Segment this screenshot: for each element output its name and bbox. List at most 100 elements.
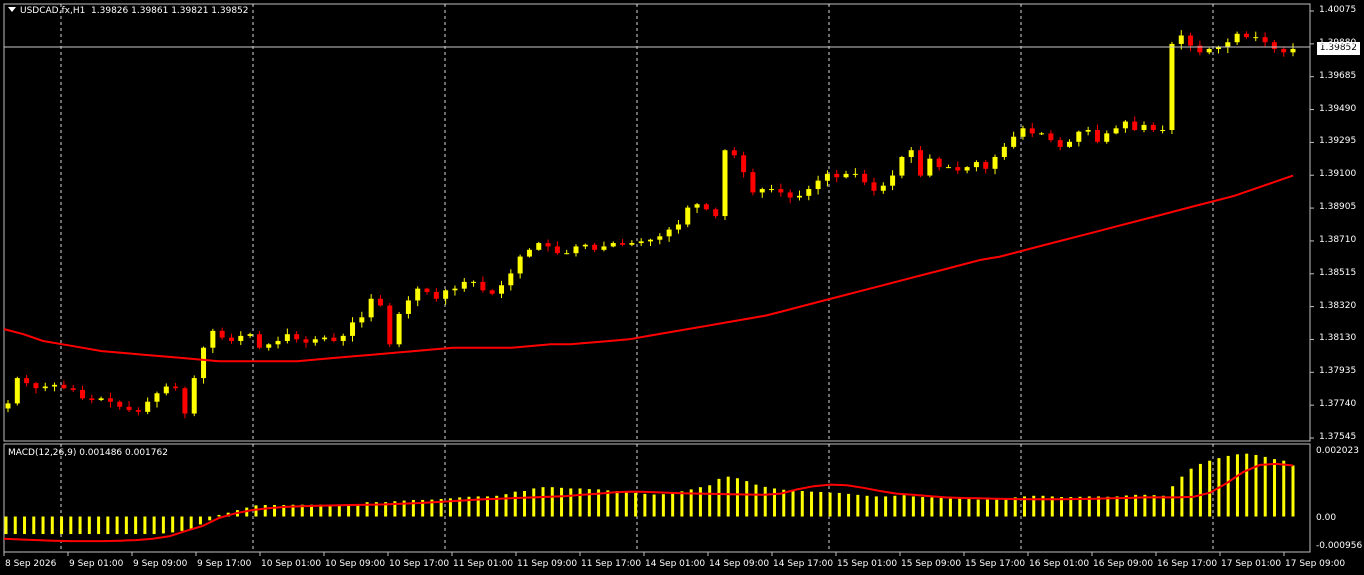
candle-body [638, 241, 644, 244]
dropdown-arrow-icon[interactable] [8, 7, 16, 12]
candle-body [42, 386, 48, 389]
candle-body [443, 290, 449, 299]
candle-body [1271, 42, 1277, 49]
macd-histogram-bar [615, 491, 619, 517]
macd-histogram-bar [374, 502, 378, 517]
macd-histogram-bar [550, 487, 554, 517]
macd-histogram-bar [328, 505, 332, 517]
macd-histogram-bar [597, 489, 601, 517]
macd-histogram-bar [1115, 496, 1119, 517]
candle-body [750, 172, 756, 193]
candle-body [657, 236, 663, 240]
moving-average-line [3, 174, 1294, 363]
macd-histogram-bar [726, 476, 730, 517]
macd-histogram-bar [819, 491, 823, 517]
time-tick-label: 15 Sep 01:00 [837, 559, 898, 569]
macd-histogram-bar [189, 516, 193, 530]
macd-histogram-bar [643, 493, 647, 517]
price-tick-label: 1.37740 [1319, 399, 1357, 410]
candle-body [769, 189, 775, 191]
macd-histogram-bar [698, 487, 702, 517]
macd-title: MACD(12,26,9) 0.001486 0.001762 [8, 448, 168, 458]
macd-histogram-bar [930, 497, 934, 517]
candle-body [1188, 35, 1194, 46]
macd-histogram-bar [337, 505, 341, 517]
macd-histogram-bar [115, 516, 119, 535]
macd-histogram-bar [97, 516, 101, 535]
macd-histogram-bar [134, 516, 138, 535]
candle-body [973, 162, 979, 168]
macd-histogram-bar [847, 493, 851, 517]
candle-body [415, 288, 421, 301]
macd-histogram-bar [319, 504, 323, 517]
macd-histogram-bar [476, 496, 480, 517]
candle-body [61, 384, 67, 389]
price-tick-label: 1.38710 [1319, 234, 1357, 245]
candle-body [955, 167, 961, 171]
macd-histogram-bar [578, 488, 582, 517]
candle-body [862, 173, 868, 183]
candle-body [1048, 133, 1054, 141]
main-panel-frame [3, 3, 1311, 442]
candle-body [1243, 33, 1249, 38]
macd-histogram-bar [143, 516, 147, 535]
macd-histogram-bar [606, 490, 610, 517]
main-chart-title: USDCAD.fx,H1 1.39826 1.39861 1.39821 1.3… [8, 6, 249, 17]
candle-body [228, 337, 234, 341]
candle-body [256, 334, 262, 348]
macd-histogram-bar [430, 499, 434, 517]
macd-histogram-bar [411, 499, 415, 517]
time-tick-label: 16 Sep 17:00 [1157, 559, 1218, 569]
macd-tick-label: 0.002023 [1316, 446, 1359, 456]
macd-histogram-bar [1272, 459, 1276, 517]
macd-histogram-bar [106, 516, 110, 535]
candle-body [1067, 141, 1073, 147]
macd-histogram-bar [865, 495, 869, 517]
candle-body [107, 398, 113, 402]
macd-histogram-bar [884, 496, 888, 517]
candle-body [303, 339, 309, 343]
candle-body [1113, 128, 1119, 134]
candle-body [275, 340, 281, 345]
candle-body [573, 246, 579, 254]
macd-histogram-bar [513, 491, 517, 517]
candle-body [1169, 43, 1175, 130]
candle-body [517, 256, 523, 274]
candle-body [675, 224, 681, 230]
macd-signal-line [3, 462, 1294, 543]
candle-body [70, 388, 76, 390]
candle-body [322, 337, 328, 340]
macd-panel-frame [3, 443, 1311, 553]
candle-body [33, 383, 39, 389]
candle-body [1197, 45, 1203, 53]
macd-histogram-bar [152, 516, 156, 535]
macd-histogram-bar [921, 497, 925, 517]
candle-body [452, 288, 458, 291]
candle-body [1225, 42, 1231, 48]
candle-body [703, 204, 709, 210]
candle-body [1011, 136, 1017, 147]
macd-histogram-bar [347, 504, 351, 517]
candle-body [908, 150, 914, 157]
macd-histogram-bar [421, 499, 425, 517]
macd-histogram-bar [171, 516, 175, 533]
macd-histogram-bar [393, 501, 397, 517]
macd-histogram-bar [384, 502, 388, 517]
price-tick-label: 1.39685 [1319, 70, 1357, 81]
candle-body [545, 243, 551, 247]
price-tick-label: 1.37545 [1319, 432, 1357, 442]
time-tick-label: 17 Sep 09:00 [1285, 559, 1346, 569]
macd-histogram-bar [13, 516, 17, 535]
candle-body [741, 155, 747, 173]
macd-histogram-bar [782, 489, 786, 517]
macd-histogram-bar [1087, 496, 1091, 517]
candle-body [666, 229, 672, 237]
candle-body [890, 175, 896, 186]
macd-histogram-bar [87, 516, 91, 535]
macd-histogram-bar [624, 491, 628, 517]
candle-body [1104, 133, 1110, 142]
candle-body [247, 334, 253, 336]
candle-body [918, 150, 924, 176]
